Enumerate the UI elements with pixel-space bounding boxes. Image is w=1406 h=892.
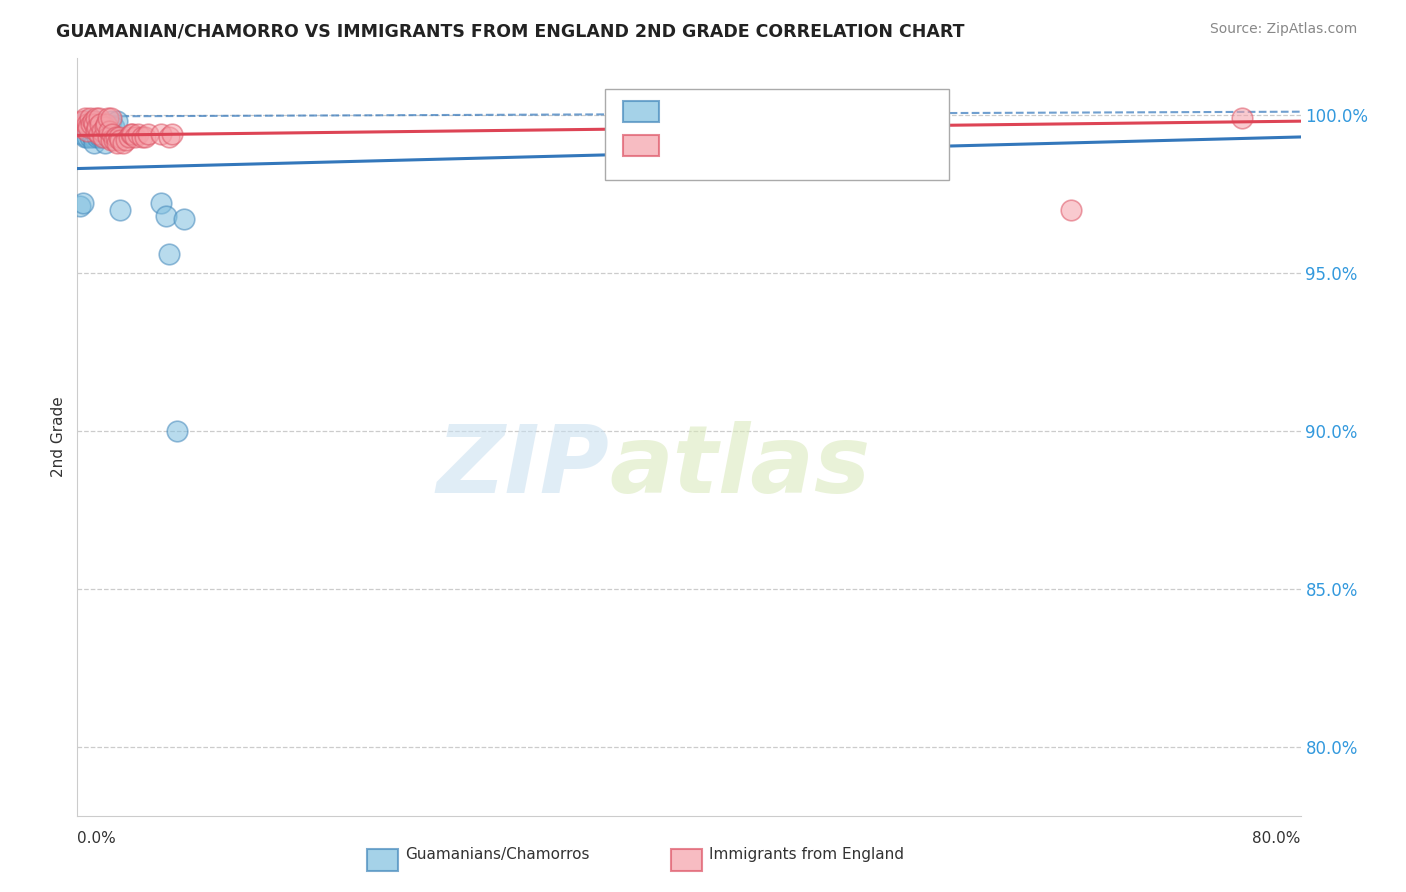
Point [105,136,128,151]
Point [108,202,131,217]
Point [103,133,125,147]
Point [84,114,107,128]
Point [86,120,108,135]
Point [118,130,141,145]
Point [100,133,122,147]
Point [107,130,129,145]
Point [90,130,112,145]
Point [108,133,131,147]
Point [115,133,138,147]
Point [70,127,93,141]
Point [100,114,122,128]
Point [1060,202,1083,217]
Point [150,127,173,141]
Point [69,120,91,135]
Point [124,130,146,145]
Point [97,111,120,125]
Point [82,114,104,128]
Point [86,130,108,145]
Point [89,120,111,135]
Text: R = 0.081   N = 47: R = 0.081 N = 47 [665,138,835,156]
Point [121,127,143,141]
Point [89,130,111,145]
Point [97,130,120,145]
Point [101,127,124,141]
Point [69,199,91,213]
Point [77,117,100,131]
Point [97,120,120,135]
Point [72,114,94,128]
Point [83,123,105,137]
Point [166,424,188,438]
Point [120,127,142,141]
Point [77,120,100,135]
Point [76,130,98,145]
Point [83,136,105,151]
Point [104,130,127,145]
Text: ZIP: ZIP [436,421,609,514]
Point [87,127,110,141]
Text: R = 0.105   N = 37: R = 0.105 N = 37 [665,104,835,122]
Point [79,111,101,125]
Point [82,130,104,145]
Point [87,111,110,125]
Point [96,117,118,131]
Point [80,114,103,128]
Text: 0.0%: 0.0% [77,831,117,847]
Text: Guamanians/Chamorros: Guamanians/Chamorros [405,847,589,862]
Text: 80.0%: 80.0% [1253,831,1301,847]
Point [91,130,114,145]
Text: Source: ZipAtlas.com: Source: ZipAtlas.com [1209,22,1357,37]
Point [82,117,104,131]
Text: GUAMANIAN/CHAMORRO VS IMMIGRANTS FROM ENGLAND 2ND GRADE CORRELATION CHART: GUAMANIAN/CHAMORRO VS IMMIGRANTS FROM EN… [56,22,965,40]
Point [90,123,112,137]
Point [103,120,125,135]
Point [84,127,107,141]
Y-axis label: 2nd Grade: 2nd Grade [51,397,66,477]
Point [77,120,100,135]
Point [105,114,128,128]
Point [84,111,107,125]
Point [76,114,98,128]
Point [150,196,173,211]
Point [127,127,149,141]
Point [94,136,117,151]
Point [76,117,98,131]
Point [134,130,156,145]
Point [173,212,195,227]
Point [112,136,135,151]
Point [76,123,98,137]
Point [89,117,111,131]
Point [73,130,96,145]
Point [157,130,180,145]
Point [80,127,103,141]
Point [98,123,121,137]
Text: Immigrants from England: Immigrants from England [709,847,904,862]
Point [131,130,153,145]
Point [1232,111,1254,125]
Text: atlas: atlas [609,421,870,514]
Point [160,127,183,141]
Point [72,196,94,211]
Point [157,247,180,261]
Point [100,111,122,125]
Point [70,114,93,128]
Point [79,130,101,145]
Point [73,111,96,125]
Point [79,120,101,135]
Point [80,117,103,131]
Point [84,123,107,137]
Point [73,114,96,128]
Point [94,120,117,135]
Point [83,117,105,131]
Point [155,209,177,223]
Point [136,127,159,141]
Point [87,123,110,137]
Point [72,117,94,131]
Point [86,117,108,131]
